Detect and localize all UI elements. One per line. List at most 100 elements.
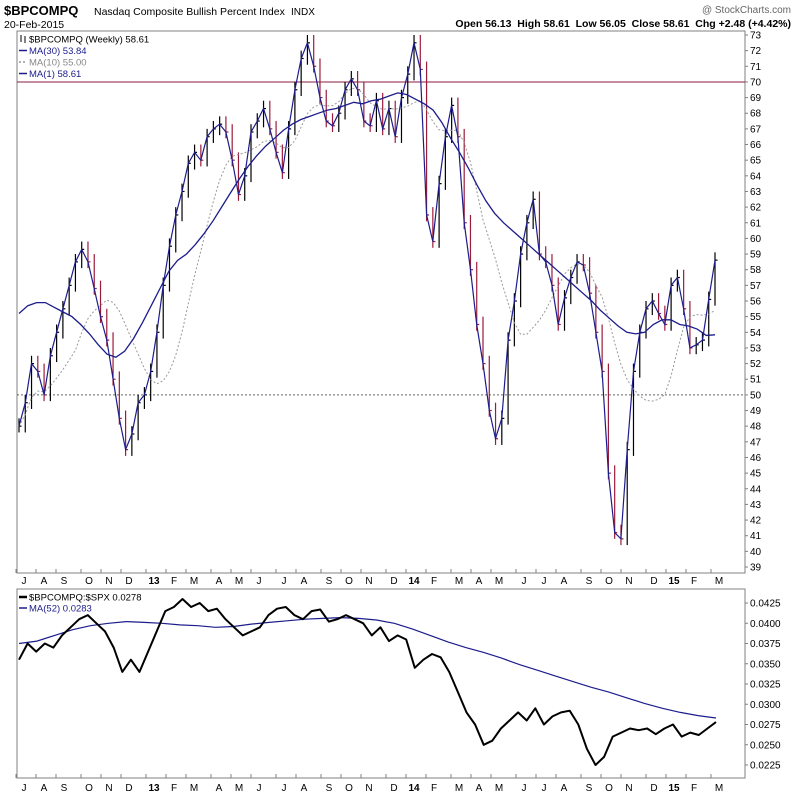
x-tick-label: N xyxy=(105,576,112,587)
ratio-y-axis: 0.0225 0.0250 0.0275 0.0300 0.0325 0.0350 0.03… xyxy=(745,599,781,772)
legend-label: MA(30) 53.84 xyxy=(29,46,87,57)
x-tick-label: O xyxy=(85,783,93,794)
chart-symbol: $BPCOMPQ xyxy=(4,3,78,18)
main-y-tick-label: 73 xyxy=(750,31,762,42)
ratio-y-tick-label: 0.0250 xyxy=(750,740,781,751)
x-tick-label: N xyxy=(365,576,372,587)
x-tick-label: A xyxy=(476,576,483,587)
main-y-tick-label: 63 xyxy=(750,187,762,198)
chart-title: Nasdaq Composite Bullish Percent Index xyxy=(94,6,286,18)
legend-label: MA(10) 55.00 xyxy=(29,58,87,69)
x-tick-label: D xyxy=(390,576,397,587)
x-tick-label: M xyxy=(190,783,198,794)
x-tick-label: A xyxy=(301,576,308,587)
main-panel: 39 40 41 42 43 44 45 46 47 48 49 50 51 52 53 54 55 56 57 58… xyxy=(16,30,762,574)
main-y-tick-label: 45 xyxy=(750,469,762,480)
main-moving-averages xyxy=(18,40,716,541)
x-tick-label: 13 xyxy=(148,783,160,794)
x-tick-label: N xyxy=(625,576,632,587)
x-tick-label: J xyxy=(257,783,262,794)
ratio-y-tick-label: 0.0350 xyxy=(750,659,781,670)
x-tick-label: A xyxy=(41,783,48,794)
legend-label: $BPCOMPQ (Weekly) 58.61 xyxy=(29,35,149,46)
x-tick-label: 14 xyxy=(408,783,420,794)
x-tick-label: F xyxy=(171,576,177,587)
ratio-y-tick-label: 0.0225 xyxy=(750,761,781,772)
ratio-y-tick-label: 0.0275 xyxy=(750,720,781,731)
x-tick-label: M xyxy=(715,576,723,587)
legend-label: $BPCOMPQ:$SPX 0.0278 xyxy=(29,593,141,604)
main-y-tick-label: 58 xyxy=(750,265,762,276)
x-tick-label: S xyxy=(61,783,68,794)
main-y-tick-label: 60 xyxy=(750,234,762,245)
x-tick-label: 13 xyxy=(148,576,160,587)
x-tick-label: M xyxy=(495,783,503,794)
x-tick-label: 14 xyxy=(408,576,420,587)
ratio-plot-frame xyxy=(16,588,746,779)
main-y-tick-label: 59 xyxy=(750,250,762,261)
x-tick-label: J xyxy=(282,576,287,587)
main-y-tick-label: 39 xyxy=(750,563,762,574)
x-tick-label: S xyxy=(326,576,333,587)
main-y-tick-label: 67 xyxy=(750,124,762,135)
x-tick-label: F xyxy=(431,576,437,587)
main-y-tick-label: 62 xyxy=(750,203,762,214)
main-y-tick-label: 50 xyxy=(750,390,762,401)
x-tick-label: D xyxy=(125,783,132,794)
x-tick-label: J xyxy=(522,783,527,794)
main-y-tick-label: 66 xyxy=(750,140,762,151)
x-tick-label: D xyxy=(125,576,132,587)
main-y-tick-label: 41 xyxy=(750,531,762,542)
x-tick-label: O xyxy=(345,783,353,794)
ratio-panel: 0.0225 0.0250 0.0275 0.0300 0.0325 0.0350 0.03… xyxy=(16,588,781,779)
x-tick-label: F xyxy=(691,783,697,794)
x-tick-label: A xyxy=(561,576,568,587)
x-tick-label: N xyxy=(625,783,632,794)
main-y-tick-label: 70 xyxy=(750,77,762,88)
x-tick-label: J xyxy=(522,576,527,587)
x-tick-label: M xyxy=(495,576,503,587)
ma30-line xyxy=(18,92,716,359)
ratio-y-tick-label: 0.0300 xyxy=(750,700,781,711)
x-tick-label: A xyxy=(41,576,48,587)
ratio-y-tick-label: 0.0375 xyxy=(750,639,781,650)
main-y-tick-label: 55 xyxy=(750,312,762,323)
main-y-tick-label: 54 xyxy=(750,328,762,339)
legend-label: MA(52) 0.0283 xyxy=(29,604,92,615)
x-tick-label: D xyxy=(650,576,657,587)
x-tick-label: D xyxy=(650,783,657,794)
main-y-tick-label: 71 xyxy=(750,62,762,73)
main-y-axis: 39 40 41 42 43 44 45 46 47 48 49 50 51 52 53 54 55 56 57 58… xyxy=(745,31,762,574)
main-y-tick-label: 48 xyxy=(750,422,762,433)
main-y-tick-label: 65 xyxy=(750,156,762,167)
x-tick-label: M xyxy=(455,576,463,587)
x-tick-label: M xyxy=(190,576,198,587)
x-tick-label: M xyxy=(235,576,243,587)
main-y-tick-label: 47 xyxy=(750,437,762,448)
main-y-tick-label: 72 xyxy=(750,46,762,57)
x-tick-label: F xyxy=(431,783,437,794)
x-tick-label: N xyxy=(365,783,372,794)
price-bars xyxy=(18,35,718,546)
main-y-tick-label: 64 xyxy=(750,171,762,182)
main-y-tick-label: 53 xyxy=(750,343,762,354)
x-tick-label: M xyxy=(235,783,243,794)
chart-date: 20-Feb-2015 xyxy=(4,19,64,31)
exchange-label: INDX xyxy=(291,7,315,18)
watermark: @ StockCharts.com xyxy=(702,5,791,16)
main-y-tick-label: 44 xyxy=(750,484,762,495)
x-tick-label: N xyxy=(105,783,112,794)
ohlc-readout: Open 56.13 High 58.61 Low 56.05 Close 58… xyxy=(455,18,791,30)
x-tick-label: J xyxy=(22,783,27,794)
x-tick-label: O xyxy=(605,576,613,587)
main-y-tick-label: 40 xyxy=(750,547,762,558)
x-tick-label: J xyxy=(22,576,27,587)
x-tick-label: S xyxy=(61,576,68,587)
x-axis-lower: J A S O N D 13 F M A M J J A S O N D 14 F M A M J J A S O N D 15 F M xyxy=(15,774,723,794)
x-tick-label: F xyxy=(171,783,177,794)
x-tick-label: A xyxy=(216,576,223,587)
x-tick-label: J xyxy=(257,576,262,587)
x-tick-label: S xyxy=(586,576,593,587)
